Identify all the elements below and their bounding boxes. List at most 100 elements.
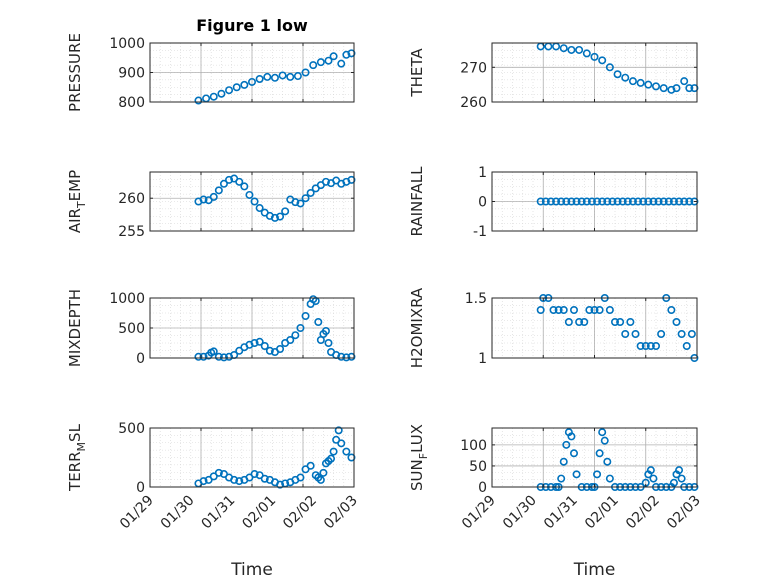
data-point	[608, 197, 617, 206]
y-tick-label: 260	[460, 95, 487, 111]
subplot-rainfall: -1 0 1 RAINFALL	[408, 165, 699, 240]
data-point	[572, 197, 581, 206]
y-axis-label-tail: EMP	[66, 170, 84, 201]
data-point	[667, 305, 676, 314]
data-point	[270, 73, 279, 82]
data-point	[329, 447, 338, 456]
data-point	[605, 63, 614, 72]
y-axis-label-main: H2OMIXRA	[408, 287, 426, 368]
data-point	[677, 329, 686, 338]
data-point	[621, 73, 630, 82]
data-point	[567, 45, 576, 54]
y-axis-label: AIRTEMP	[66, 170, 88, 233]
data-point	[255, 471, 264, 480]
data-point	[276, 480, 285, 489]
data-point	[682, 341, 691, 350]
data-point	[255, 74, 264, 83]
data-point	[603, 457, 612, 466]
data-point	[225, 86, 234, 95]
data-point	[680, 197, 689, 206]
data-point	[260, 341, 269, 350]
data-point	[337, 439, 346, 448]
data-point	[680, 77, 689, 86]
y-axis-label-tail: SL	[66, 423, 84, 442]
y-tick-label: 500	[118, 321, 145, 337]
y-tick-label: 100	[460, 438, 487, 454]
y-tick-label: 270	[460, 60, 487, 76]
data-point	[567, 432, 576, 441]
data-point	[250, 338, 259, 347]
data-point	[329, 52, 338, 61]
y-tick-label: 0	[478, 195, 487, 211]
data-point	[634, 197, 643, 206]
data-point	[291, 331, 300, 340]
data-point	[296, 323, 305, 332]
data-point	[559, 457, 568, 466]
data-point	[278, 71, 287, 80]
data-point	[590, 305, 599, 314]
data-point	[296, 199, 305, 208]
data-point	[562, 440, 571, 449]
y-tick-label: 1.5	[465, 291, 487, 307]
data-point	[248, 77, 257, 86]
data-point	[582, 49, 591, 58]
y-tick-label: 1	[478, 351, 487, 367]
data-point	[219, 353, 228, 362]
data-point	[265, 346, 274, 355]
data-point	[347, 175, 356, 184]
data-point	[593, 197, 602, 206]
data-point	[564, 317, 573, 326]
y-tick-label: 260	[118, 191, 145, 207]
data-point	[342, 353, 351, 362]
data-point	[610, 317, 619, 326]
data-point	[603, 197, 612, 206]
data-point	[225, 175, 234, 184]
data-point	[321, 326, 330, 335]
y-axis-label-subscript: T	[75, 201, 88, 209]
data-point	[659, 197, 668, 206]
data-point	[314, 317, 323, 326]
x-tick-label: 01/30	[158, 493, 198, 533]
data-point	[541, 197, 550, 206]
data-point	[636, 78, 645, 87]
data-point	[240, 182, 249, 191]
data-point	[646, 341, 655, 350]
data-point	[646, 466, 655, 475]
data-point	[675, 197, 684, 206]
data-point	[214, 186, 223, 195]
data-point	[575, 45, 584, 54]
data-point	[342, 447, 351, 456]
data-point	[590, 52, 599, 61]
data-point	[557, 197, 566, 206]
data-point	[626, 317, 635, 326]
x-tick-label: 01/29	[117, 493, 157, 533]
data-point	[575, 317, 584, 326]
y-tick-label: 0	[478, 480, 487, 496]
data-point	[562, 197, 571, 206]
data-point	[337, 352, 346, 361]
data-point	[306, 188, 315, 197]
y-axis-label-main: MIXDEPTH	[66, 289, 84, 367]
data-point	[214, 352, 223, 361]
data-point	[347, 453, 356, 462]
data-point	[664, 197, 673, 206]
data-point	[209, 472, 218, 481]
x-tick-label: 02/02	[280, 493, 320, 533]
data-point	[552, 197, 561, 206]
data-point	[316, 475, 325, 484]
y-tick-label: 0	[136, 351, 145, 367]
subplot-pressure: 800 900 1000 PRESSURE Figure 1 low	[66, 16, 356, 112]
data-point	[585, 305, 594, 314]
data-point	[657, 329, 666, 338]
data-point	[209, 92, 218, 101]
data-point	[613, 70, 622, 79]
data-point	[616, 317, 625, 326]
data-point	[291, 198, 300, 207]
data-point	[569, 305, 578, 314]
data-point	[595, 449, 604, 458]
y-axis-label-main: SUN	[408, 459, 426, 491]
data-point	[199, 195, 208, 204]
data-point	[685, 84, 694, 93]
data-point	[623, 197, 632, 206]
